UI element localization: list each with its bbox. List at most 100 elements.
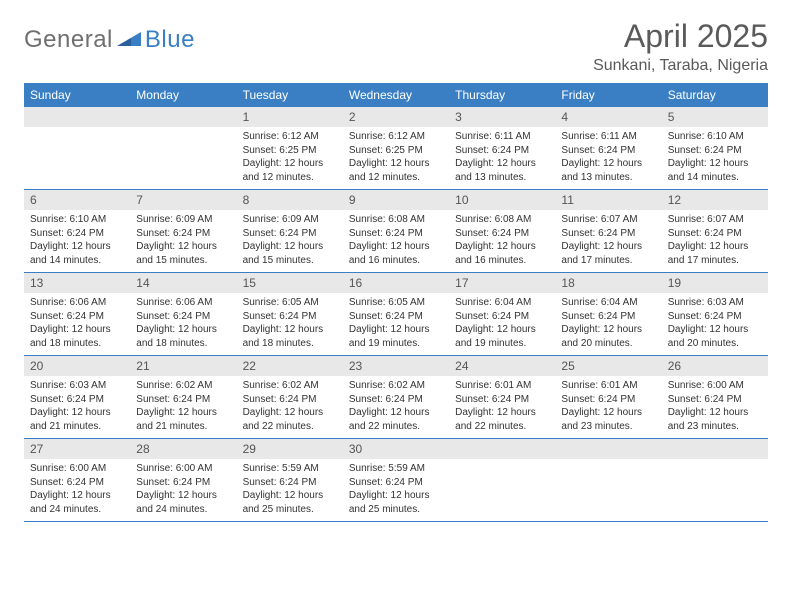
calendar-day: 9Sunrise: 6:08 AMSunset: 6:24 PMDaylight… <box>343 190 449 272</box>
daylight-line: Daylight: 12 hours and 21 minutes. <box>30 406 124 433</box>
dow-header-thursday: Thursday <box>449 83 555 107</box>
calendar-day: 2Sunrise: 6:12 AMSunset: 6:25 PMDaylight… <box>343 107 449 189</box>
sunset-line: Sunset: 6:24 PM <box>349 227 443 241</box>
calendar-day: 15Sunrise: 6:05 AMSunset: 6:24 PMDayligh… <box>237 273 343 355</box>
day-details: Sunrise: 6:01 AMSunset: 6:24 PMDaylight:… <box>555 376 661 437</box>
day-details: Sunrise: 6:12 AMSunset: 6:25 PMDaylight:… <box>237 127 343 188</box>
calendar-body: 1Sunrise: 6:12 AMSunset: 6:25 PMDaylight… <box>24 107 768 522</box>
calendar-day: 13Sunrise: 6:06 AMSunset: 6:24 PMDayligh… <box>24 273 130 355</box>
sunset-line: Sunset: 6:24 PM <box>243 310 337 324</box>
brand-text-general: General <box>24 26 113 54</box>
daylight-line: Daylight: 12 hours and 24 minutes. <box>136 489 230 516</box>
day-number <box>449 439 555 459</box>
day-details: Sunrise: 6:03 AMSunset: 6:24 PMDaylight:… <box>24 376 130 437</box>
daylight-line: Daylight: 12 hours and 25 minutes. <box>243 489 337 516</box>
day-number: 9 <box>343 190 449 210</box>
sunset-line: Sunset: 6:24 PM <box>30 310 124 324</box>
sunset-line: Sunset: 6:24 PM <box>349 310 443 324</box>
calendar-day: 4Sunrise: 6:11 AMSunset: 6:24 PMDaylight… <box>555 107 661 189</box>
daylight-line: Daylight: 12 hours and 20 minutes. <box>668 323 762 350</box>
daylight-line: Daylight: 12 hours and 16 minutes. <box>455 240 549 267</box>
dow-header-monday: Monday <box>130 83 236 107</box>
day-details: Sunrise: 6:06 AMSunset: 6:24 PMDaylight:… <box>24 293 130 354</box>
day-number: 11 <box>555 190 661 210</box>
sunrise-line: Sunrise: 6:02 AM <box>136 379 230 393</box>
daylight-line: Daylight: 12 hours and 19 minutes. <box>349 323 443 350</box>
calendar-day: 6Sunrise: 6:10 AMSunset: 6:24 PMDaylight… <box>24 190 130 272</box>
day-number: 28 <box>130 439 236 459</box>
sunset-line: Sunset: 6:24 PM <box>455 310 549 324</box>
day-number: 13 <box>24 273 130 293</box>
dow-header-tuesday: Tuesday <box>237 83 343 107</box>
day-number: 15 <box>237 273 343 293</box>
daylight-line: Daylight: 12 hours and 22 minutes. <box>243 406 337 433</box>
sunset-line: Sunset: 6:24 PM <box>30 227 124 241</box>
day-details: Sunrise: 6:02 AMSunset: 6:24 PMDaylight:… <box>343 376 449 437</box>
daylight-line: Daylight: 12 hours and 14 minutes. <box>30 240 124 267</box>
daylight-line: Daylight: 12 hours and 18 minutes. <box>243 323 337 350</box>
daylight-line: Daylight: 12 hours and 23 minutes. <box>561 406 655 433</box>
calendar-day: 16Sunrise: 6:05 AMSunset: 6:24 PMDayligh… <box>343 273 449 355</box>
day-details: Sunrise: 6:08 AMSunset: 6:24 PMDaylight:… <box>449 210 555 271</box>
calendar-day: 14Sunrise: 6:06 AMSunset: 6:24 PMDayligh… <box>130 273 236 355</box>
day-number <box>130 107 236 127</box>
sunrise-line: Sunrise: 6:01 AM <box>561 379 655 393</box>
calendar-day <box>662 439 768 521</box>
calendar-week: 13Sunrise: 6:06 AMSunset: 6:24 PMDayligh… <box>24 273 768 356</box>
day-details: Sunrise: 6:10 AMSunset: 6:24 PMDaylight:… <box>662 127 768 188</box>
location-subtitle: Sunkani, Taraba, Nigeria <box>593 57 768 75</box>
sunrise-line: Sunrise: 6:00 AM <box>136 462 230 476</box>
day-number: 22 <box>237 356 343 376</box>
day-details: Sunrise: 6:09 AMSunset: 6:24 PMDaylight:… <box>130 210 236 271</box>
dow-header-wednesday: Wednesday <box>343 83 449 107</box>
daylight-line: Daylight: 12 hours and 23 minutes. <box>668 406 762 433</box>
day-details: Sunrise: 6:07 AMSunset: 6:24 PMDaylight:… <box>662 210 768 271</box>
sunset-line: Sunset: 6:24 PM <box>136 310 230 324</box>
day-number <box>24 107 130 127</box>
day-number: 16 <box>343 273 449 293</box>
sunset-line: Sunset: 6:24 PM <box>455 393 549 407</box>
day-number: 4 <box>555 107 661 127</box>
day-number: 10 <box>449 190 555 210</box>
day-details: Sunrise: 6:11 AMSunset: 6:24 PMDaylight:… <box>449 127 555 188</box>
day-details: Sunrise: 6:11 AMSunset: 6:24 PMDaylight:… <box>555 127 661 188</box>
daylight-line: Daylight: 12 hours and 18 minutes. <box>30 323 124 350</box>
day-number: 20 <box>24 356 130 376</box>
daylight-line: Daylight: 12 hours and 24 minutes. <box>30 489 124 516</box>
sunrise-line: Sunrise: 6:07 AM <box>668 213 762 227</box>
day-number: 26 <box>662 356 768 376</box>
sunset-line: Sunset: 6:24 PM <box>561 227 655 241</box>
sunrise-line: Sunrise: 6:09 AM <box>243 213 337 227</box>
sunrise-line: Sunrise: 6:07 AM <box>561 213 655 227</box>
calendar-day: 12Sunrise: 6:07 AMSunset: 6:24 PMDayligh… <box>662 190 768 272</box>
calendar-day: 21Sunrise: 6:02 AMSunset: 6:24 PMDayligh… <box>130 356 236 438</box>
day-details: Sunrise: 6:02 AMSunset: 6:24 PMDaylight:… <box>237 376 343 437</box>
title-block: April 2025 Sunkani, Taraba, Nigeria <box>593 18 768 75</box>
day-details <box>130 127 236 185</box>
sunset-line: Sunset: 6:24 PM <box>136 476 230 490</box>
sunrise-line: Sunrise: 6:08 AM <box>455 213 549 227</box>
dow-header-row: SundayMondayTuesdayWednesdayThursdayFrid… <box>24 83 768 107</box>
sunrise-line: Sunrise: 6:03 AM <box>668 296 762 310</box>
sunset-line: Sunset: 6:24 PM <box>668 310 762 324</box>
calendar-week: 1Sunrise: 6:12 AMSunset: 6:25 PMDaylight… <box>24 107 768 190</box>
calendar-day: 26Sunrise: 6:00 AMSunset: 6:24 PMDayligh… <box>662 356 768 438</box>
day-details: Sunrise: 6:05 AMSunset: 6:24 PMDaylight:… <box>343 293 449 354</box>
day-number: 27 <box>24 439 130 459</box>
day-number: 7 <box>130 190 236 210</box>
calendar: SundayMondayTuesdayWednesdayThursdayFrid… <box>24 83 768 522</box>
sunset-line: Sunset: 6:25 PM <box>243 144 337 158</box>
day-number: 29 <box>237 439 343 459</box>
daylight-line: Daylight: 12 hours and 15 minutes. <box>243 240 337 267</box>
brand-text-blue: Blue <box>145 26 195 54</box>
calendar-day: 11Sunrise: 6:07 AMSunset: 6:24 PMDayligh… <box>555 190 661 272</box>
day-details: Sunrise: 6:03 AMSunset: 6:24 PMDaylight:… <box>662 293 768 354</box>
sunrise-line: Sunrise: 6:03 AM <box>30 379 124 393</box>
day-details: Sunrise: 6:06 AMSunset: 6:24 PMDaylight:… <box>130 293 236 354</box>
day-number: 24 <box>449 356 555 376</box>
day-number: 18 <box>555 273 661 293</box>
day-details: Sunrise: 6:12 AMSunset: 6:25 PMDaylight:… <box>343 127 449 188</box>
day-details <box>555 459 661 517</box>
day-details: Sunrise: 6:00 AMSunset: 6:24 PMDaylight:… <box>130 459 236 520</box>
sunset-line: Sunset: 6:24 PM <box>668 227 762 241</box>
